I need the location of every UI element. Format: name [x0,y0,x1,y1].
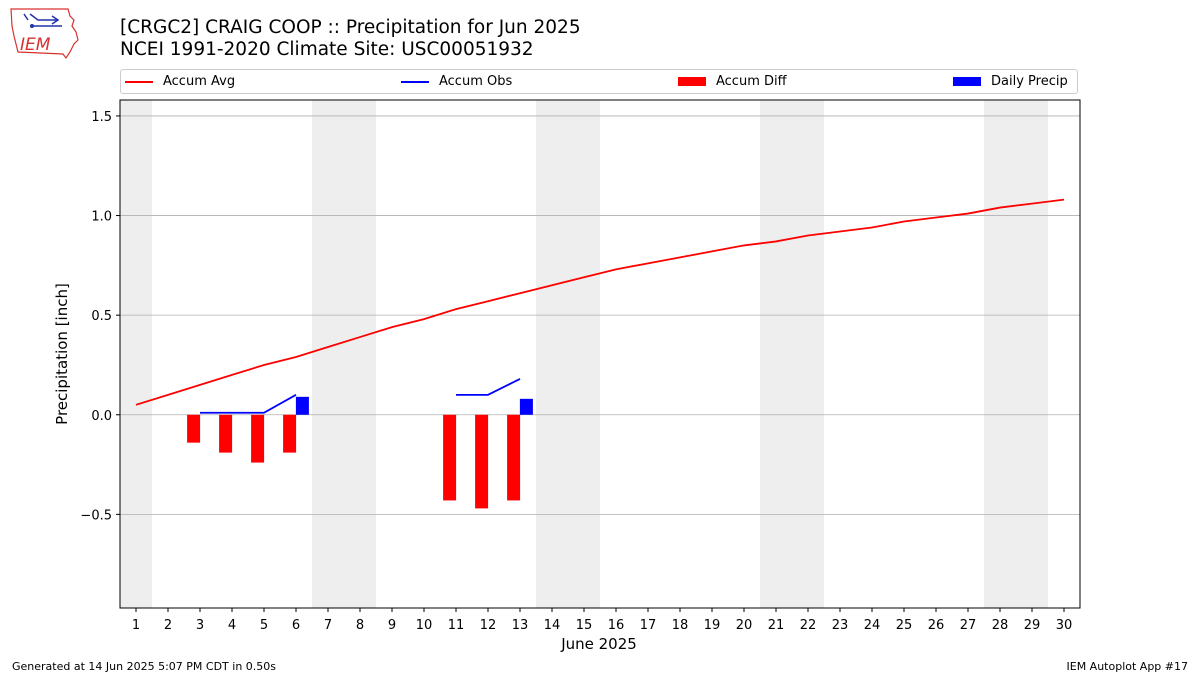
accum-obs-line-1 [456,378,521,396]
plot-frame [119,99,1081,609]
weekend-shade-1 [312,100,376,608]
legend-label-accum-obs: Accum Obs [439,74,513,89]
x-tick-label-11: 12 [480,618,497,633]
legend-item-accum-obs: Accum Obs [401,70,512,93]
y-axis-label: Precipitation [inch] [53,283,71,425]
x-tick-label-7: 8 [356,618,364,633]
x-tick-label-4: 5 [260,618,268,633]
svg-text:IEM: IEM [20,35,51,55]
x-tick-label-23: 24 [864,618,881,633]
daily-precip-bar-13 [519,398,533,415]
legend-swatch-accum-diff [678,77,706,86]
legend-item-accum-avg: Accum Avg [125,70,235,93]
legend-swatch-accum-obs [401,80,429,83]
accum-diff-bar-6 [283,414,297,453]
x-tick-label-16: 17 [640,618,657,633]
x-tick-label-8: 9 [388,618,396,633]
daily-precip-bar-6 [295,396,309,415]
chart-title: [CRGC2] CRAIG COOP :: Precipitation for … [120,17,581,61]
x-tick-label-22: 23 [832,618,849,633]
x-tick-label-27: 28 [992,618,1009,633]
x-tick-label-28: 29 [1024,618,1041,633]
legend-swatch-accum-avg [125,80,153,83]
x-tick-label-19: 20 [736,618,753,633]
footer-generated: Generated at 14 Jun 2025 5:07 PM CDT in … [12,660,277,673]
weekend-shade-2 [536,100,600,608]
weekend-shade-0 [120,100,152,608]
accum-diff-bar-11 [443,414,457,501]
x-tick-label-3: 4 [228,618,236,633]
footer-app-id: IEM Autoplot App #17 [1066,660,1189,673]
x-axis-label: June 2025 [560,635,637,653]
weekend-shade-4 [984,100,1048,608]
accum-diff-bar-5 [251,414,265,463]
x-tick-label-29: 30 [1056,618,1073,633]
chart-title-line2: NCEI 1991-2020 Climate Site: USC00051932 [120,39,534,60]
x-tick-label-26: 27 [960,618,977,633]
x-tick-label-21: 22 [800,618,817,633]
x-tick-label-2: 3 [196,618,204,633]
x-tick-label-14: 15 [576,618,593,633]
x-tick-label-5: 6 [292,618,300,633]
x-tick-label-25: 26 [928,618,945,633]
weekend-shade-3 [760,100,824,608]
y-tick-label-2: 0.5 [91,309,112,324]
x-tick-label-10: 11 [448,618,465,633]
legend-label-daily-precip: Daily Precip [991,74,1068,89]
x-tick-label-0: 1 [132,618,140,633]
x-tick-label-15: 16 [608,618,625,633]
accum-diff-bar-3 [187,414,201,443]
y-tick-label-1: 0.0 [91,409,112,424]
x-tick-label-18: 19 [704,618,721,633]
legend-swatch-daily-precip [953,77,981,86]
chart-title-line1: [CRGC2] CRAIG COOP :: Precipitation for … [120,17,581,38]
x-tick-label-6: 7 [324,618,332,633]
legend-item-accum-diff: Accum Diff [678,70,787,93]
x-tick-label-9: 10 [416,618,433,633]
accum-obs-line-0 [200,394,297,414]
accum-diff-bar-4 [219,414,233,453]
accum-avg-line [135,198,1065,406]
accum-diff-bar-12 [475,414,489,509]
x-tick-label-13: 14 [544,618,561,633]
y-tick-label-3: 1.0 [91,210,112,225]
legend-item-daily-precip: Daily Precip [953,70,1068,93]
accum-diff-bar-13 [507,414,521,501]
x-tick-label-1: 2 [164,618,172,633]
x-tick-label-12: 13 [512,618,529,633]
x-tick-label-24: 25 [896,618,913,633]
legend-label-accum-avg: Accum Avg [163,74,236,89]
x-tick-label-20: 21 [768,618,785,633]
y-tick-label-0: −0.5 [80,508,112,523]
legend-label-accum-diff: Accum Diff [716,74,787,89]
chart-legend: Accum Avg Accum Obs Accum Diff Daily Pre… [120,69,1078,94]
y-tick-label-4: 1.5 [91,110,112,125]
x-tick-label-17: 18 [672,618,689,633]
iem-logo: IEM [10,8,79,60]
